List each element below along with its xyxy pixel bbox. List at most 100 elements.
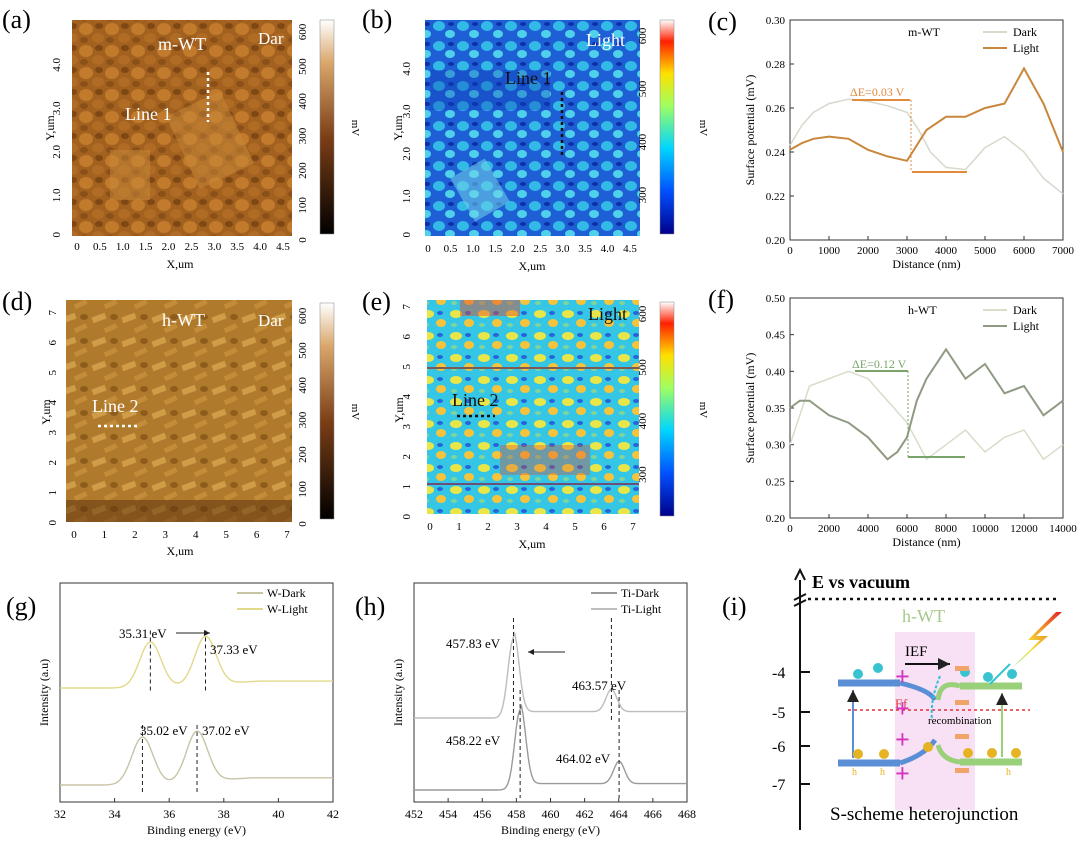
x-tick-label: 2.5 <box>533 243 547 255</box>
x-tick-label: 4 <box>543 521 549 533</box>
colorbar-tick-label: 0 <box>297 521 309 527</box>
x-tick-label: 4.5 <box>623 243 637 255</box>
peak-label-dark-1: 35.02 eV <box>140 723 188 738</box>
x-tick-label: 1 <box>456 521 462 533</box>
colorbar-tick-labels: 600 500 400 300 200 100 0 <box>297 23 309 243</box>
x-axis-label: X,um <box>167 544 195 558</box>
negative-charge <box>955 734 969 739</box>
mode-label: Dar <box>258 29 284 48</box>
x-tick-label: 2000 <box>818 523 841 535</box>
sample-label: h-WT <box>902 606 945 626</box>
y-axis-label: Surface potential (mV) <box>743 353 757 464</box>
panel-c: (c) 0 1000 2000 3000 4000 5000 6000 7000 0.20 0.2… <box>708 7 1075 271</box>
surface-potential-chart: 0 1000 2000 3000 4000 5000 6000 7000 0.20 0.22 0.2… <box>743 15 1075 271</box>
colorbar-tick-label: 100 <box>297 481 309 498</box>
hole-label: h <box>852 767 857 778</box>
colorbar-tick-label: 600 <box>637 305 649 322</box>
x-tick-label: 454 <box>439 807 457 821</box>
panel-d-label: (d) <box>2 287 32 316</box>
x-tick-label: 5 <box>223 529 229 541</box>
y-tick-label: 0.22 <box>766 191 785 203</box>
colorbar-tick-label: 200 <box>297 446 309 463</box>
x-tick-label: 6 <box>254 529 260 541</box>
x-tick-label: 14000 <box>1049 523 1077 535</box>
delta-e-annotation: ΔE=0.03 V <box>850 85 905 99</box>
y-tick-label: 0.35 <box>766 403 786 415</box>
y-tick-label: 2 <box>47 460 59 466</box>
positive-charge: + <box>895 759 910 788</box>
line-label: Line 1 <box>125 104 172 124</box>
electron <box>853 669 863 679</box>
line-label: Line 2 <box>92 396 139 416</box>
positive-charge: + <box>895 725 910 754</box>
x-axis-label: Distance (nm) <box>892 257 960 271</box>
y-tick-label: 0.20 <box>766 513 786 525</box>
series-line-ti-dark <box>414 703 687 791</box>
y-axis-label: Intensity (a.u) <box>37 659 51 726</box>
kpfm-light-image <box>427 300 639 514</box>
y-tick-label: 1 <box>401 484 413 490</box>
positive-charge: + <box>895 662 910 691</box>
energy-axis-title: E vs vacuum <box>812 572 910 592</box>
x-tick-label: 2.0 <box>162 241 176 253</box>
energy-tick-label: -5 <box>772 705 785 722</box>
colorbar-tick-label: 500 <box>637 359 649 376</box>
colorbar <box>659 301 675 517</box>
x-tick-label: 0 <box>787 245 793 257</box>
x-tick-label: 466 <box>644 807 662 821</box>
y-tick-label: 1.0 <box>51 188 63 202</box>
x-tick-label: 2000 <box>857 245 880 257</box>
x-tick-label: 1.0 <box>116 241 130 253</box>
hole-label: h <box>880 767 885 778</box>
panel-a-label: (a) <box>2 5 31 34</box>
y-tick-label: 0.45 <box>766 330 786 342</box>
colorbar-unit: mV <box>349 404 361 421</box>
mode-label: Dar <box>258 311 284 330</box>
x-tick-labels: 0 0.5 1.0 1.5 2.0 2.5 3.0 3.5 4.0 4.5 <box>74 241 290 253</box>
y-tick-label: 4.0 <box>401 62 413 76</box>
x-tick-label: 452 <box>405 807 423 821</box>
x-tick-labels: 0 1 2 3 4 5 6 7 <box>71 529 290 541</box>
x-tick-label: 462 <box>576 807 594 821</box>
x-tick-label: 5 <box>572 521 578 533</box>
colorbar-tick-label: 400 <box>297 93 309 110</box>
peak-label-light-1: 35.31 eV <box>119 626 167 641</box>
x-tick-label: 1.5 <box>139 241 153 253</box>
series-line-dark <box>789 98 1064 195</box>
series-line-ti-light <box>414 630 687 719</box>
colorbar <box>659 19 675 235</box>
y-tick-label: 2 <box>401 454 413 460</box>
colorbar-tick-label: 500 <box>297 58 309 75</box>
x-tick-label: 7000 <box>1052 245 1075 257</box>
x-tick-label: 3.0 <box>207 241 221 253</box>
hole <box>987 748 997 758</box>
x-tick-label: 3.0 <box>556 243 570 255</box>
x-tick-label: 4000 <box>935 245 958 257</box>
afm-topography-image <box>66 300 292 522</box>
x-tick-label: 4000 <box>857 523 880 535</box>
panel-b: (b) Light Line 1 0 0.5 1.0 1.5 2.0 2.5 3.0 3.5 4… <box>362 5 709 273</box>
sample-label: m-WT <box>158 34 206 54</box>
y-tick-label: 5 <box>47 370 59 376</box>
y-axis-label: Intensity (a.u) <box>391 659 405 726</box>
hole <box>923 742 933 752</box>
plot-frame <box>59 582 334 803</box>
legend-label: Ti-Dark <box>621 586 659 600</box>
mode-label: Light <box>588 304 627 324</box>
x-axis-label: X,um <box>519 537 547 551</box>
scheme-caption: S-scheme heterojunction <box>830 804 1019 825</box>
x-axis-label: X,um <box>167 257 195 271</box>
peak-label-light-2: 463.57 eV <box>572 678 627 693</box>
fermi-level-label: Ef <box>895 696 908 711</box>
panel-g: (g) 32 34 36 38 40 42 Binding energy (eV) Inten… <box>6 582 339 837</box>
y-axis-label: Y,um <box>391 115 405 141</box>
panel-b-label: (b) <box>362 5 392 34</box>
x-tick-label: 0 <box>427 521 433 533</box>
series-line-w-light <box>60 635 333 689</box>
y-tick-label: 7 <box>401 304 413 310</box>
panel-i: (i) E vs vacuum h-WT -4 -5 -6 -7 IEF Ef rec… <box>722 567 1062 830</box>
recombination-path <box>930 675 941 721</box>
colorbar-unit: mV <box>697 120 709 137</box>
peak-label-dark-2: 464.02 eV <box>556 751 611 766</box>
panel-e-label: (e) <box>362 287 391 316</box>
